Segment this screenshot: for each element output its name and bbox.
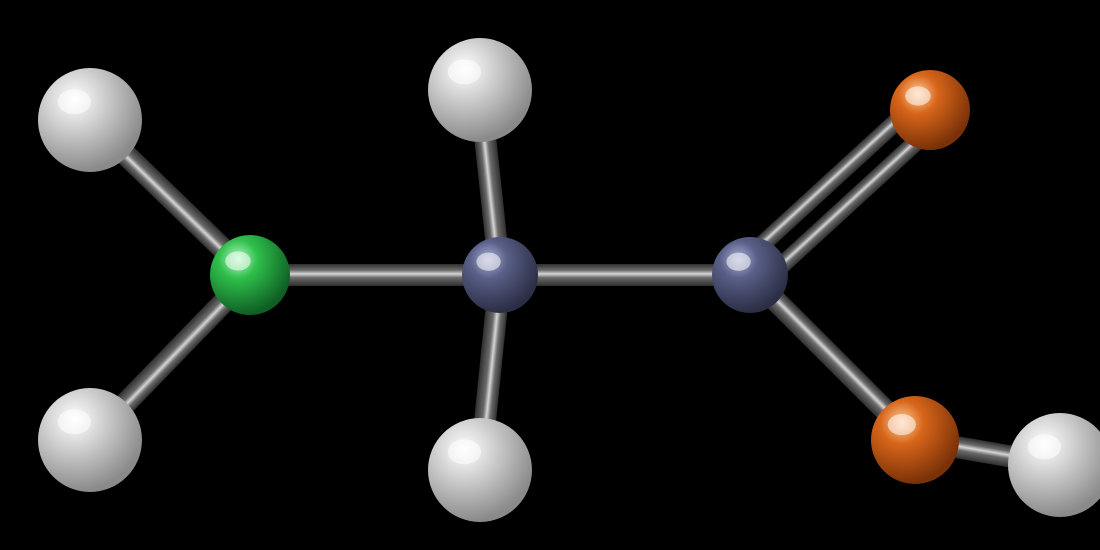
atom-highlight [888, 414, 916, 435]
atom-hydrogen [428, 418, 532, 522]
atom-hydrogen [38, 388, 142, 492]
atom-carbon [462, 237, 538, 313]
atom-highlight [448, 439, 481, 464]
atom-hydrogen [428, 38, 532, 142]
atom-highlight [905, 86, 931, 105]
atom-oxygen [890, 70, 970, 150]
atom-highlight [476, 253, 500, 271]
atom-hydrogen [38, 68, 142, 172]
atom-highlight [1028, 434, 1061, 459]
atom-hydrogen [1008, 413, 1100, 517]
atom-highlight [225, 251, 251, 270]
atom-carbon [712, 237, 788, 313]
molecule-diagram [0, 0, 1100, 550]
atom-highlight [58, 409, 91, 434]
atom-highlight [726, 253, 750, 271]
atom-highlight [58, 89, 91, 114]
atom-nitrogen [210, 235, 290, 315]
atom-oxygen [871, 396, 959, 484]
atom-highlight [448, 59, 481, 84]
